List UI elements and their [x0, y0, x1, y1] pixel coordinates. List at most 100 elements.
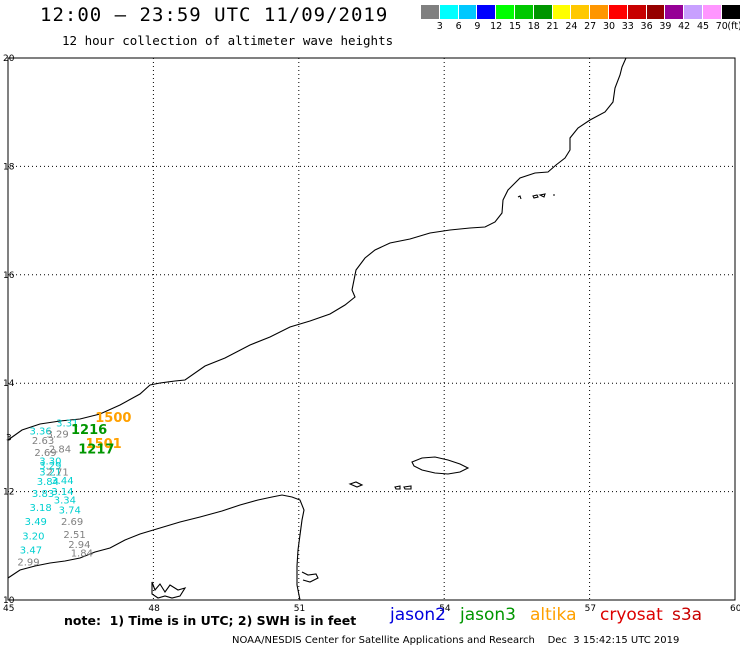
scale-swatch [627, 5, 647, 19]
wave-height-value: 3.30 [39, 457, 61, 468]
scale-label: 6 [455, 21, 462, 32]
wave-height-value: 3.74 [59, 505, 81, 516]
scale-label: 3 [436, 21, 443, 32]
x-tick-label: 60 [730, 604, 740, 614]
darsah-island [403, 485, 412, 490]
wave-height-value: 2.63 [32, 436, 54, 447]
pass-time-label: 1216 [71, 423, 107, 438]
pass-time-label: 1500 [95, 411, 131, 426]
scale-label: 30 [602, 21, 616, 32]
satellite-legend-jason2: jason2 [390, 605, 446, 625]
wave-height-value: 3.31 [56, 419, 78, 430]
wave-height-value: 2.69 [61, 517, 83, 528]
wave-height-value: 1.84 [71, 549, 93, 560]
wave-height-value: 3.29 [39, 461, 61, 472]
ras-hafun [301, 571, 319, 583]
y-mid-label: 3 [6, 433, 12, 443]
scale-label: 12 [490, 21, 503, 32]
x-tick-label: 54 [439, 604, 451, 614]
scale-label: 24 [565, 21, 578, 32]
scale-swatch [571, 5, 591, 19]
wave-height-value: 2.99 [17, 557, 39, 568]
wave-height-value: 3.44 [51, 476, 73, 487]
scale-swatch [684, 5, 703, 19]
coastline [7, 57, 627, 601]
timestamp-text: Dec 3 15:42:15 UTC 2019 [547, 635, 680, 646]
wave-height-value: 3.29 [46, 429, 68, 440]
satellite-legend-altika: altika [530, 605, 577, 625]
y-tick-label: 12 [3, 488, 14, 498]
scale-swatch [421, 5, 440, 19]
scale-label: 70 [715, 21, 728, 32]
y-tick-label: 10 [3, 596, 15, 606]
units-note: note: 1) Time is in UTC; 2) SWH is in fe… [64, 613, 357, 628]
scale-label: 9 [474, 21, 481, 32]
wave-height-value: 3.14 [51, 487, 73, 498]
satellite-legend-cryosat: cryosat [600, 605, 663, 625]
wave-height-value: 2.84 [49, 445, 71, 456]
scale-swatch [496, 5, 515, 19]
scale-label: 33 [621, 21, 634, 32]
credit-text: NOAA/NESDIS Center for Satellite Applica… [232, 635, 535, 646]
scale-swatch [533, 5, 553, 19]
wave-height-value: 3.20 [22, 531, 44, 542]
scale-swatch [702, 5, 722, 19]
wave-height-value: 2.71 [46, 467, 68, 478]
scale-swatch [590, 5, 609, 19]
wave-height-value: 3.34 [54, 496, 76, 507]
inland-lake-outline [151, 581, 187, 599]
wave-height-color-scale [421, 5, 740, 19]
wave-height-value: 3.49 [25, 517, 47, 528]
scale-label: 15 [508, 21, 522, 32]
samhah-island [394, 485, 401, 490]
y-tick-label: 20 [3, 54, 15, 64]
scale-label: 21 [546, 21, 559, 32]
scale-swatch [552, 5, 572, 19]
wave-height-value: 3.83 [32, 489, 54, 500]
wave-height-value: 2.51 [63, 530, 85, 541]
arabian-coastline [7, 57, 627, 441]
pass-time-label: 1501 [86, 437, 122, 452]
wave-height-value: 3.47 [20, 545, 42, 556]
x-tick-label: 51 [294, 604, 305, 614]
scale-label: 39 [659, 21, 672, 32]
scale-swatch [477, 5, 497, 19]
wave-height-observations: 3.313.363.292.632.842.693.303.293.212.71… [17, 419, 93, 569]
x-tick-label: 57 [585, 604, 596, 614]
wave-height-value: 3.18 [30, 503, 52, 514]
satellite-legend-s3a: s3a [672, 605, 703, 625]
scale-swatch [458, 5, 478, 19]
scale-label: (ft) [727, 21, 740, 32]
chart-title: 12:00 – 23:59 UTC 11/09/2019 [40, 4, 389, 26]
scale-swatch [514, 5, 534, 19]
y-tick-label: 16 [3, 271, 15, 281]
wave-height-value: 3.84 [37, 477, 59, 488]
y-tick-label: 18 [3, 162, 15, 172]
map-frame [7, 57, 736, 601]
scale-swatch [439, 5, 459, 19]
y-tick-label: 14 [3, 379, 15, 389]
socotra-island [411, 456, 470, 475]
scale-swatch [665, 5, 685, 19]
scale-label: 45 [696, 21, 710, 32]
footer-credit: NOAA/NESDIS Center for Satellite Applica… [232, 635, 679, 646]
pass-time-label: 1217 [78, 443, 114, 458]
scale-swatch [608, 5, 628, 19]
x-tick-label: 48 [148, 604, 160, 614]
wave-height-value: 3.21 [39, 467, 61, 478]
wave-height-value: 2.69 [34, 448, 56, 459]
kuria-muria-islands [517, 193, 555, 200]
wave-height-value: 3.36 [30, 427, 52, 438]
axis-tick-labels: 45 48 51 54 57 60 20 18 16 14 12 10 3 [3, 54, 740, 614]
scale-label: 42 [678, 21, 691, 32]
scale-label: 18 [527, 21, 540, 32]
scale-swatch [646, 5, 666, 19]
chart-subtitle: 12 hour collection of altimeter wave hei… [62, 33, 394, 48]
satellite-legend-jason3: jason3 [460, 605, 516, 625]
abd-al-kuri-island [348, 481, 364, 488]
wave-height-value: 2.94 [68, 540, 90, 551]
map-gridlines [8, 58, 735, 600]
